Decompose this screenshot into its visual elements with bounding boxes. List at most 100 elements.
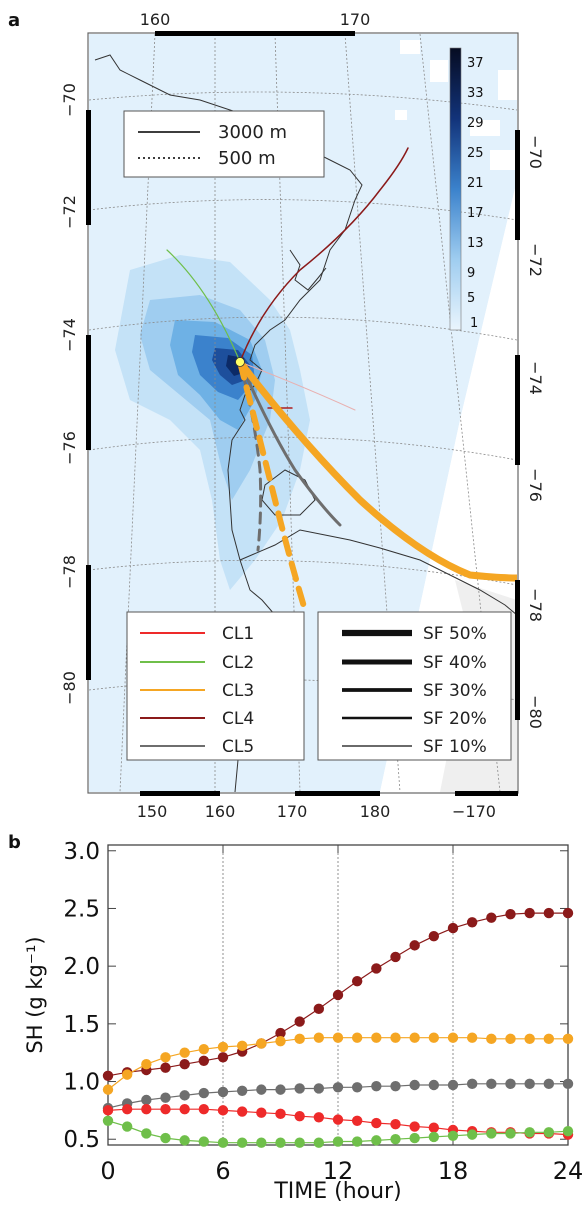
data-point bbox=[371, 963, 382, 974]
series-layer bbox=[102, 907, 574, 1148]
data-point bbox=[236, 1106, 248, 1117]
colorbar: 37 33 29 25 21 17 13 9 5 1 bbox=[449, 47, 484, 331]
data-point bbox=[562, 1078, 574, 1090]
left-tick: −76 bbox=[60, 431, 79, 465]
data-point bbox=[179, 1090, 190, 1101]
data-point bbox=[141, 1094, 152, 1106]
x-tick-label: 6 bbox=[215, 1157, 230, 1185]
data-point bbox=[486, 1078, 497, 1090]
y-tick-label: 2.5 bbox=[63, 896, 100, 922]
data-point bbox=[236, 1137, 248, 1148]
colorbar-tick: 17 bbox=[467, 206, 484, 221]
cluster-legend: CL1 CL2 CL3 CL4 CL5 bbox=[126, 611, 305, 761]
data-point bbox=[121, 1121, 133, 1132]
trajectory-cl2 bbox=[166, 249, 241, 363]
series-0 bbox=[102, 907, 574, 1081]
y-axis-label: SH (g kg⁻¹) bbox=[23, 936, 47, 1053]
legend-cl3: CL3 bbox=[222, 681, 254, 701]
data-point bbox=[313, 1112, 325, 1123]
coastline-detail bbox=[289, 249, 327, 291]
data-point bbox=[313, 1003, 325, 1015]
island-outline bbox=[261, 469, 316, 516]
y-tick-label: 1.5 bbox=[63, 1012, 100, 1038]
y-tick-label: 0.5 bbox=[63, 1127, 100, 1153]
colorbar-tick: 29 bbox=[467, 116, 484, 131]
legend-cl2: CL2 bbox=[222, 653, 254, 673]
trajectory-cl5 bbox=[238, 360, 342, 527]
data-point bbox=[198, 1087, 210, 1099]
legend-cl5: CL5 bbox=[222, 737, 254, 757]
colorbar-tick: 1 bbox=[470, 316, 478, 331]
data-point bbox=[102, 1115, 114, 1126]
data-point bbox=[256, 1038, 267, 1049]
right-tick: −76 bbox=[526, 468, 545, 502]
data-point bbox=[428, 1079, 440, 1091]
data-point bbox=[236, 1040, 248, 1051]
x-tick-labels: 0 6 12 18 24 bbox=[100, 1157, 583, 1185]
data-point bbox=[141, 1128, 152, 1139]
data-point bbox=[294, 1016, 305, 1027]
data-point bbox=[466, 1078, 478, 1090]
data-point bbox=[217, 1105, 229, 1116]
data-point bbox=[447, 1032, 459, 1043]
series-4 bbox=[102, 1115, 574, 1148]
data-point bbox=[236, 1085, 248, 1096]
data-point bbox=[466, 917, 478, 928]
data-point bbox=[160, 1092, 171, 1103]
trajectory-cl3-low bbox=[237, 359, 308, 613]
bottom-tick: 180 bbox=[360, 802, 391, 821]
data-point bbox=[447, 1079, 459, 1091]
top-tick-labels: 160 170 bbox=[140, 10, 371, 29]
data-point bbox=[179, 1047, 190, 1058]
legend-sf20: SF 20% bbox=[423, 709, 487, 729]
series-2 bbox=[102, 1078, 574, 1114]
data-point bbox=[486, 1128, 497, 1139]
top-tick: 160 bbox=[140, 10, 171, 29]
data-point bbox=[409, 1079, 420, 1091]
bottom-tick: 170 bbox=[277, 802, 308, 821]
data-point bbox=[562, 1033, 574, 1045]
data-point bbox=[505, 909, 516, 920]
data-point bbox=[371, 1032, 382, 1043]
left-tick: −78 bbox=[60, 555, 79, 589]
right-tick: −70 bbox=[526, 135, 545, 169]
data-point bbox=[390, 951, 401, 963]
legend-sf30: SF 30% bbox=[423, 681, 487, 701]
right-tick: −74 bbox=[526, 361, 545, 395]
panel-label-b: b bbox=[8, 832, 21, 853]
data-point bbox=[371, 1135, 382, 1146]
data-point bbox=[217, 1052, 229, 1063]
trajectory-cl4 bbox=[239, 147, 409, 363]
data-point bbox=[275, 1137, 286, 1148]
data-point bbox=[562, 1125, 574, 1137]
data-point bbox=[198, 1044, 210, 1055]
bottom-tick-labels: 150 160 170 180 −170 bbox=[137, 802, 496, 821]
data-point bbox=[543, 907, 555, 919]
data-point bbox=[371, 1117, 382, 1129]
data-point bbox=[505, 1033, 516, 1045]
data-point bbox=[371, 1080, 382, 1092]
data-point bbox=[217, 1041, 229, 1053]
data-point bbox=[217, 1086, 229, 1098]
data-point bbox=[332, 1136, 344, 1147]
data-point bbox=[409, 940, 420, 951]
colorbar-tick: 13 bbox=[467, 236, 484, 251]
data-point bbox=[313, 1083, 325, 1094]
y-tick-labels: 0.5 1.0 1.5 2.0 2.5 3.0 bbox=[63, 839, 100, 1153]
data-point bbox=[160, 1052, 171, 1063]
data-point bbox=[275, 1027, 286, 1039]
data-point bbox=[198, 1136, 210, 1147]
x-tick-label: 0 bbox=[100, 1157, 115, 1185]
legend-cl1: CL1 bbox=[222, 624, 254, 644]
data-point bbox=[198, 1055, 210, 1066]
legend-sf10: SF 10% bbox=[423, 737, 487, 757]
colorbar-tick: 25 bbox=[467, 146, 484, 161]
ice-shelf-edge bbox=[239, 529, 517, 616]
right-tick: −72 bbox=[526, 243, 545, 277]
data-point bbox=[428, 1122, 440, 1133]
data-point bbox=[562, 907, 574, 919]
x-tick-label: 24 bbox=[553, 1157, 584, 1185]
data-point bbox=[313, 1032, 325, 1043]
colorbar-tick: 37 bbox=[467, 56, 484, 71]
data-point bbox=[351, 1136, 363, 1147]
